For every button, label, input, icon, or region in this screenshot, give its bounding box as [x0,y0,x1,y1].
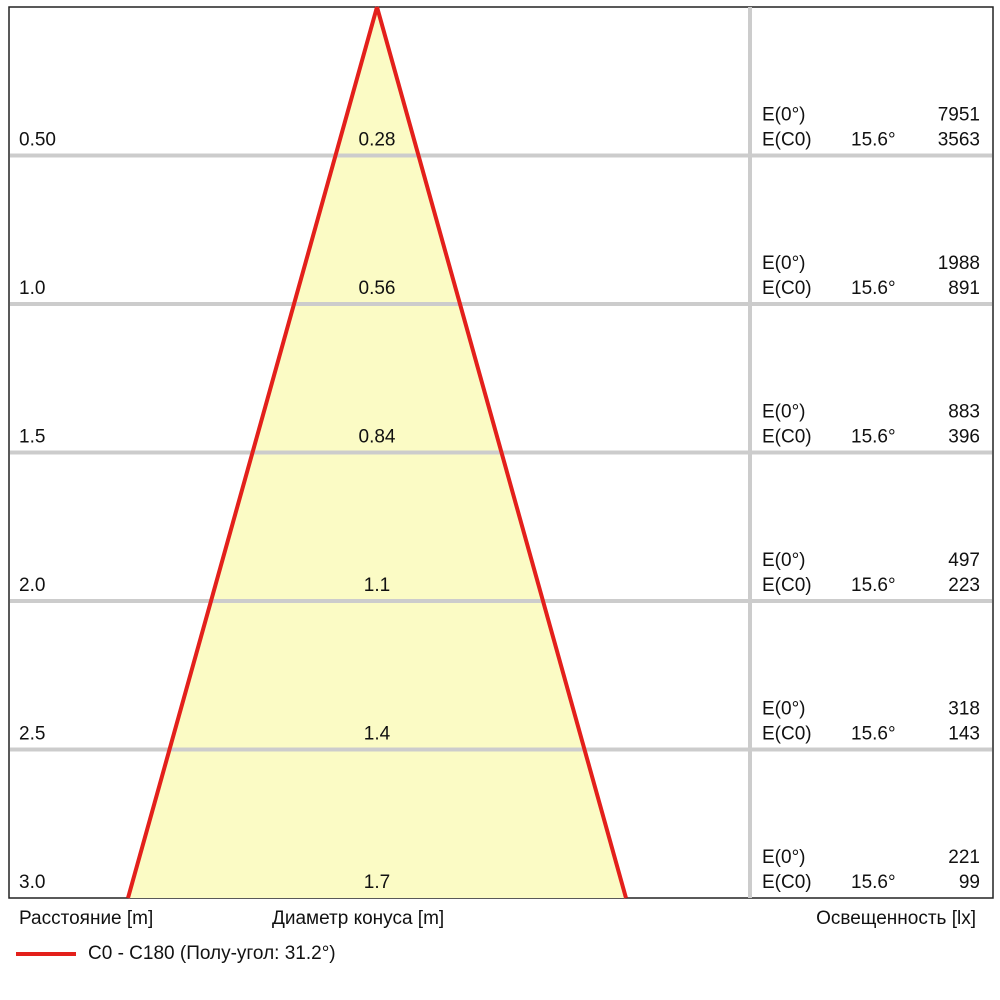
ec0-label: E(C0) [762,575,812,596]
e0-value: 1988 [938,253,980,274]
distance-value: 0.50 [19,130,56,151]
diameter-value: 1.1 [364,575,390,596]
legend: C0 - C180 (Полу-угол: 31.2°) [16,940,336,968]
e0-label: E(0°) [762,699,806,720]
ec0-label: E(C0) [762,278,812,299]
ec0-angle: 15.6° [851,427,896,448]
diameter-value: 1.4 [364,724,391,745]
ec0-angle: 15.6° [851,575,896,596]
distance-value: 2.5 [19,724,45,745]
e0-value: 221 [948,847,980,868]
ec0-value: 891 [948,278,980,299]
e0-label: E(0°) [762,550,806,571]
illuminance-axis-label: Освещенность [lx] [816,908,976,929]
e0-value: 7951 [938,105,980,126]
e0-label: E(0°) [762,402,806,423]
ec0-value: 223 [948,575,980,596]
ec0-angle: 15.6° [851,724,896,745]
diameter-value: 0.56 [359,278,396,299]
legend-swatch [16,952,76,956]
ec0-angle: 15.6° [851,130,896,151]
ec0-value: 143 [948,724,980,745]
ec0-label: E(C0) [762,427,812,448]
ec0-value: 396 [948,427,980,448]
ec0-label: E(C0) [762,724,812,745]
e0-label: E(0°) [762,847,806,868]
distance-axis-label: Расстояние [m] [19,908,154,929]
diameter-axis-label: Диаметр конуса [m] [272,908,445,929]
distance-value: 2.0 [19,575,45,596]
diameter-value: 0.28 [359,130,396,151]
ec0-angle: 15.6° [851,278,896,299]
ec0-value: 99 [959,872,980,893]
e0-value: 318 [948,699,980,720]
cone-right-edge [375,6,628,899]
grid-lines [10,7,992,898]
ec0-label: E(C0) [762,130,812,151]
ec0-label: E(C0) [762,872,812,893]
e0-label: E(0°) [762,253,806,274]
distance-value: 1.5 [19,427,45,448]
e0-value: 883 [948,402,980,423]
ec0-value: 3563 [938,130,980,151]
ec0-angle: 15.6° [851,872,896,893]
distance-value: 3.0 [19,872,45,893]
diameter-value: 1.7 [364,872,390,893]
data-rows: 0.50 0.28 E(0°) 7951 E(C0) 15.6° 3563 1.0 0.56 E(… [19,105,980,894]
e0-value: 497 [948,550,980,571]
e0-label: E(0°) [762,105,806,126]
distance-value: 1.0 [19,278,45,299]
cone-left-edge [126,6,379,899]
diameter-value: 0.84 [359,427,396,448]
legend-label: C0 - C180 (Полу-угол: 31.2°) [88,943,336,964]
